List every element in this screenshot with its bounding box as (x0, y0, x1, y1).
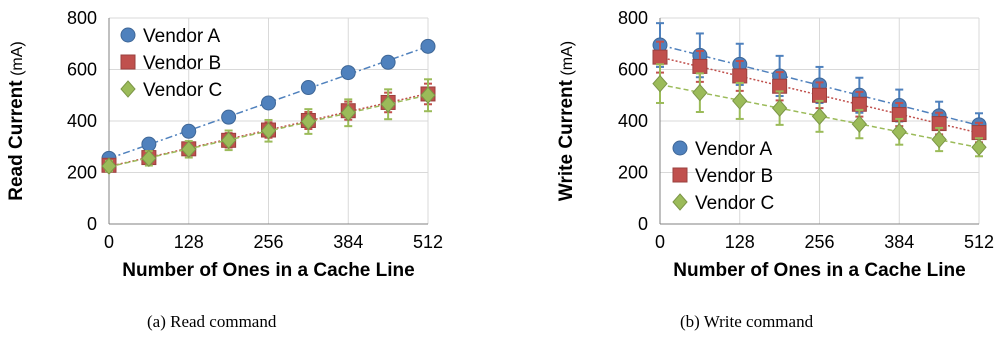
y-tick-label: 600 (67, 60, 97, 80)
y-tick-label: 400 (618, 111, 648, 131)
y-axis-label: Write Current (mA) (556, 41, 577, 201)
data-point (300, 112, 317, 131)
legend-marker (672, 167, 688, 183)
x-tick-label: 512 (964, 232, 994, 252)
series-vendor-c (652, 63, 987, 158)
x-tick-label: 128 (174, 232, 204, 252)
legend-marker (672, 193, 688, 211)
data-point (380, 95, 396, 114)
x-axis-label: Number of Ones in a Cache Line (122, 260, 414, 281)
caption-write: (b) Write command (680, 312, 814, 331)
y-tick-label: 800 (618, 8, 648, 28)
data-point (811, 107, 828, 126)
y-tick-label: 800 (67, 8, 97, 28)
y-tick-label: 400 (67, 111, 97, 131)
y-tick-label: 200 (67, 163, 97, 183)
data-point (340, 104, 356, 122)
data-point (300, 80, 316, 96)
data-point (221, 109, 237, 125)
y-axis-label: Read Current (mA) (6, 41, 27, 200)
data-point (141, 149, 157, 168)
data-point (931, 130, 947, 149)
legend-label: Vendor C (143, 80, 222, 101)
y-axis-label-main: Write Current (556, 79, 577, 201)
data-point (732, 92, 748, 110)
data-point (971, 138, 987, 157)
x-tick-label: 128 (725, 232, 755, 252)
legend-marker (120, 27, 136, 43)
data-point (101, 157, 117, 175)
legend-marker (120, 80, 136, 98)
data-point (652, 49, 668, 65)
data-point (420, 38, 436, 54)
data-point (181, 140, 197, 159)
x-tick-label: 512 (413, 232, 443, 252)
legend-label: Vendor C (695, 193, 774, 214)
trend-line (108, 92, 429, 168)
data-point (652, 74, 668, 93)
x-tick-label: 384 (333, 232, 363, 252)
data-point (380, 54, 396, 70)
series-vendor-c (101, 78, 436, 175)
data-point (181, 123, 197, 139)
data-point (692, 58, 708, 74)
legend-label: Vendor A (695, 139, 772, 160)
y-tick-label: 0 (87, 214, 97, 234)
chart-1: 0 200 400 600 800 0 128 256 384 512 Number of Ones… (556, 8, 994, 281)
y-tick-label: 0 (638, 214, 648, 234)
data-point (420, 86, 436, 105)
data-point (260, 122, 277, 140)
x-tick-label: 0 (655, 232, 665, 252)
data-point (771, 99, 788, 117)
legend-marker (120, 54, 136, 70)
data-point (220, 131, 237, 150)
y-tick-label: 200 (618, 163, 648, 183)
trend-line (659, 56, 980, 134)
y-axis-label-unit: (mA) (559, 41, 576, 80)
data-point (340, 65, 356, 81)
y-axis-label-main: Read Current (6, 80, 27, 201)
x-tick-label: 384 (884, 232, 914, 252)
data-point (261, 95, 276, 111)
caption-read: (a) Read command (147, 312, 277, 331)
data-point (692, 83, 708, 102)
y-axis-label-unit: (mA) (9, 41, 26, 80)
x-axis-label: Number of Ones in a Cache Line (673, 260, 965, 281)
x-tick-label: 256 (804, 232, 834, 252)
y-tick-label: 600 (618, 60, 648, 80)
data-point (141, 136, 157, 152)
chart-0: 0 200 400 600 800 0 128 256 384 512 Number of Ones… (6, 8, 443, 281)
legend-label: Vendor B (695, 166, 773, 187)
data-point (891, 123, 907, 141)
legend-marker (672, 140, 688, 156)
legend-label: Vendor B (143, 53, 221, 74)
data-point (732, 68, 748, 84)
legend-label: Vendor A (143, 26, 220, 47)
x-tick-label: 256 (253, 232, 283, 252)
data-point (851, 115, 868, 133)
x-tick-label: 0 (104, 232, 114, 252)
trend-line (659, 44, 980, 127)
